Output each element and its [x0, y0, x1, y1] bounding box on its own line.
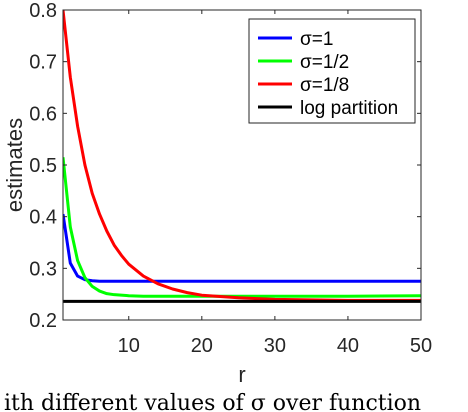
- x-tick-label-0: 10: [118, 335, 140, 357]
- series-line-2: [63, 10, 421, 302]
- y-tick-label-0: 0.2: [29, 310, 57, 332]
- y-tick-label-4: 0.6: [29, 103, 57, 125]
- y-tick-label-6: 0.8: [29, 0, 57, 22]
- x-tick-label-4: 50: [410, 335, 432, 357]
- caption-fragment: ith different values of σ over function: [4, 391, 421, 412]
- y-axis-ticks: 0.2 0.3 0.4 0.5 0.6 0.7 0.8: [29, 0, 421, 332]
- x-axis-ticks: 10 20 30 40 50: [118, 10, 432, 357]
- x-tick-label-1: 20: [191, 335, 213, 357]
- y-axis-label: estimates: [2, 118, 27, 212]
- legend-label-3: log partition: [300, 98, 398, 119]
- legend-label-2: σ=1/8: [300, 75, 349, 96]
- x-tick-label-3: 40: [337, 335, 359, 357]
- series-line-1: [63, 157, 421, 298]
- y-tick-label-3: 0.5: [29, 155, 57, 177]
- y-tick-label-1: 0.3: [29, 258, 57, 280]
- series-line-0: [63, 213, 421, 283]
- legend-label-0: σ=1: [300, 29, 333, 50]
- x-axis-label: r: [238, 362, 245, 387]
- series-layer: [63, 10, 421, 303]
- y-tick-label-5: 0.7: [29, 52, 57, 74]
- legend-label-1: σ=1/2: [300, 52, 349, 73]
- y-tick-label-2: 0.4: [29, 207, 57, 229]
- x-tick-label-2: 30: [264, 335, 286, 357]
